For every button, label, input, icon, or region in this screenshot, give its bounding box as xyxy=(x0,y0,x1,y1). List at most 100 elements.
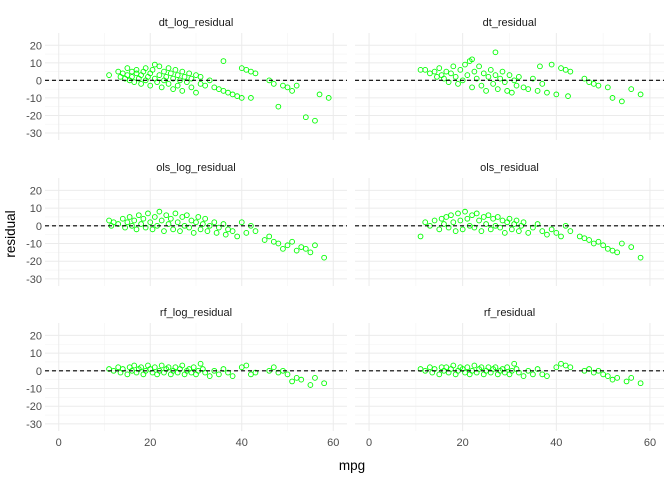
data-point xyxy=(492,364,499,371)
data-point xyxy=(275,103,282,110)
data-point xyxy=(302,245,309,252)
data-point xyxy=(307,249,314,256)
data-point xyxy=(637,254,644,261)
data-point xyxy=(590,240,597,247)
data-point xyxy=(138,221,144,227)
data-point xyxy=(501,230,508,236)
y-tick-label: 10 xyxy=(30,203,42,215)
data-point xyxy=(478,228,485,234)
data-point xyxy=(174,219,181,226)
data-point xyxy=(222,231,229,238)
data-point xyxy=(590,369,597,376)
data-point xyxy=(321,254,327,261)
data-point xyxy=(619,240,625,247)
data-point xyxy=(443,68,450,75)
data-point xyxy=(567,228,574,234)
data-point xyxy=(452,228,459,234)
data-point xyxy=(197,81,204,87)
data-point xyxy=(480,214,487,220)
data-point xyxy=(427,70,433,77)
data-point xyxy=(530,75,536,82)
data-point xyxy=(483,221,489,227)
data-point xyxy=(609,247,616,254)
facet-title: rf_residual xyxy=(484,307,535,319)
x-tick-label: 20 xyxy=(144,437,156,449)
data-point xyxy=(471,68,478,75)
data-point xyxy=(119,215,126,222)
data-point xyxy=(436,371,443,378)
x-tick-label: 60 xyxy=(644,437,656,449)
data-point xyxy=(142,65,149,71)
x-axis-title: mpg xyxy=(339,458,365,473)
data-point xyxy=(252,369,259,376)
data-point xyxy=(188,84,195,91)
data-point xyxy=(544,89,550,96)
data-point xyxy=(499,68,506,75)
data-point xyxy=(530,224,536,231)
facet-title: ols_log_residual xyxy=(156,162,236,174)
y-tick-label: -10 xyxy=(26,239,42,251)
data-point xyxy=(539,371,546,378)
data-point xyxy=(438,72,445,78)
data-point xyxy=(462,369,468,376)
data-point xyxy=(604,245,611,252)
data-point xyxy=(252,70,259,77)
data-point xyxy=(312,117,318,124)
data-point xyxy=(248,371,254,378)
data-point xyxy=(450,362,457,369)
y-tick-label: -30 xyxy=(26,419,42,431)
data-point xyxy=(628,86,635,92)
data-point xyxy=(464,215,471,222)
data-point xyxy=(525,230,532,236)
data-point xyxy=(462,208,468,215)
y-tick-label: -30 xyxy=(26,274,42,286)
data-point xyxy=(156,72,163,78)
data-point xyxy=(202,82,209,89)
data-point xyxy=(284,242,291,249)
data-point xyxy=(243,362,250,369)
data-point xyxy=(216,371,222,378)
data-point xyxy=(289,378,295,385)
data-point xyxy=(476,217,482,224)
data-point xyxy=(487,66,494,73)
data-point xyxy=(316,91,323,98)
data-point xyxy=(499,217,506,224)
data-point xyxy=(156,208,163,215)
data-point xyxy=(427,364,433,371)
data-point xyxy=(567,364,574,371)
data-point xyxy=(238,219,245,226)
data-point xyxy=(513,82,520,89)
data-point xyxy=(494,86,501,92)
data-point xyxy=(480,70,487,77)
data-point xyxy=(445,224,452,231)
data-point xyxy=(448,212,454,219)
data-point xyxy=(478,82,485,89)
data-point xyxy=(165,65,172,71)
data-point xyxy=(133,66,140,73)
data-point xyxy=(145,74,151,80)
data-point xyxy=(445,79,452,85)
data-point xyxy=(165,221,172,227)
data-point xyxy=(562,362,569,369)
data-point xyxy=(431,217,438,224)
data-point xyxy=(248,95,254,101)
data-point xyxy=(548,61,555,68)
data-point xyxy=(243,230,250,236)
data-point xyxy=(473,210,480,217)
data-point xyxy=(298,244,305,250)
data-point xyxy=(525,86,532,92)
data-point xyxy=(140,215,147,222)
data-point xyxy=(464,72,471,78)
data-point xyxy=(637,91,644,98)
data-point xyxy=(504,364,511,371)
data-point xyxy=(464,364,471,371)
data-point xyxy=(177,77,183,84)
data-point xyxy=(186,70,192,77)
data-point xyxy=(138,364,144,371)
y-tick-label: 0 xyxy=(36,221,42,233)
facet-title: dt_log_residual xyxy=(159,17,234,29)
data-point xyxy=(163,212,170,219)
data-point xyxy=(520,219,527,226)
data-point xyxy=(172,66,179,73)
data-point xyxy=(325,95,332,101)
